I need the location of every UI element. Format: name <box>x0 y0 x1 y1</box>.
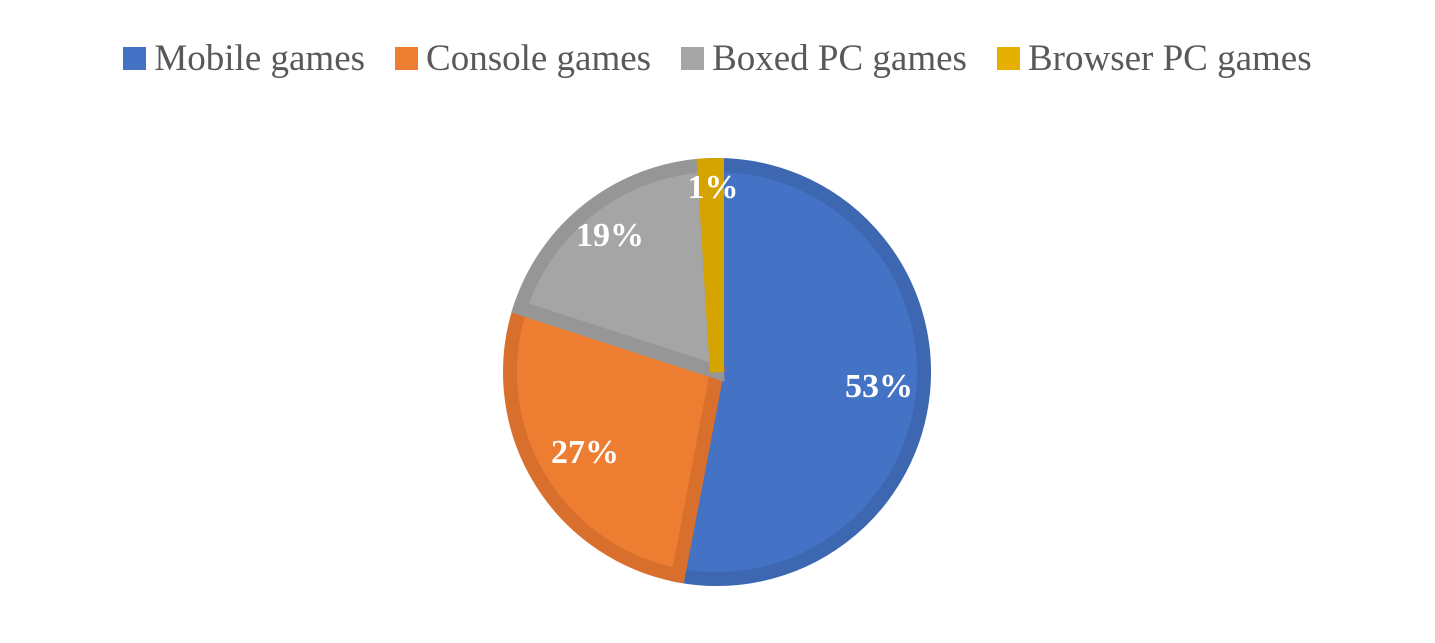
pie-slice-console-games <box>503 299 726 584</box>
legend-item-mobile-games: Mobile games <box>123 40 365 77</box>
legend-label-mobile-games: Mobile games <box>154 38 366 79</box>
pie-slice-browser-pc-games <box>696 157 724 373</box>
legend-item-console-games: Console games <box>395 40 651 77</box>
pie-slice-mobile-games <box>670 157 931 586</box>
data-label-browser-pc-games: 1% <box>688 169 739 206</box>
legend-swatch-console-games <box>395 47 419 70</box>
data-label-boxed-pc-games: 19% <box>576 217 644 254</box>
legend-label-console-games: Console games <box>426 38 652 79</box>
legend: Mobile games Console games Boxed PC game… <box>0 40 1435 77</box>
legend-item-boxed-pc-games: Boxed PC games <box>681 40 967 77</box>
legend-swatch-browser-pc-games <box>996 47 1020 70</box>
data-label-console-games: 27% <box>551 434 619 471</box>
legend-item-browser-pc-games: Browser PC games <box>996 38 1312 79</box>
legend-swatch-boxed-pc-games <box>681 47 705 70</box>
data-label-mobile-games: 53% <box>845 368 913 405</box>
legend-label-browser-pc-games: Browser PC games <box>1027 38 1312 79</box>
legend-swatch-mobile-games <box>123 47 147 70</box>
legend-label-boxed-pc-games: Boxed PC games <box>712 38 967 79</box>
pie-slice-boxed-pc-games <box>511 157 725 382</box>
